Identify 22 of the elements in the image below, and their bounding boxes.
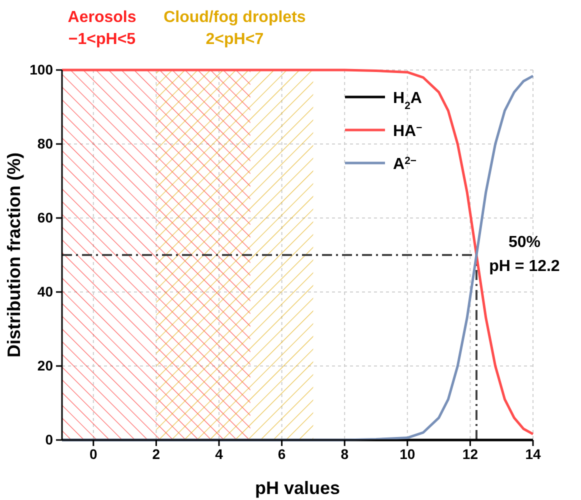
legend-label: A$^{2−}$ bbox=[393, 156, 416, 173]
y-tick-label: 0 bbox=[45, 431, 54, 448]
y-axis-title: Distribution fraction (%) bbox=[4, 152, 24, 358]
y-tick-label: 20 bbox=[37, 357, 54, 374]
x-axis-title: pH values bbox=[254, 478, 340, 498]
y-tick-label: 60 bbox=[37, 209, 54, 226]
x-tick-label: 10 bbox=[400, 446, 416, 462]
band-label: Aerosols −1<pH<5 bbox=[68, 9, 136, 48]
x-tick-label: 2 bbox=[152, 446, 160, 462]
y-tick-label: 80 bbox=[37, 135, 54, 152]
x-tick-label: 14 bbox=[525, 446, 541, 462]
y-tick-label: 100 bbox=[30, 61, 54, 78]
legend-label: HA$^{−}$ bbox=[393, 122, 422, 140]
x-tick-label: 4 bbox=[215, 446, 224, 462]
x-tick-label: 0 bbox=[90, 446, 98, 462]
band-label: Cloud/fog droplets 2<pH<7 bbox=[164, 9, 306, 48]
x-tick-label: 8 bbox=[340, 446, 349, 462]
x-tick-label: 6 bbox=[278, 446, 286, 462]
y-tick-label: 40 bbox=[37, 283, 54, 300]
legend-label: H$_{2}$A bbox=[393, 90, 422, 112]
x-tick-label: 12 bbox=[462, 446, 478, 462]
annotation: 50% pH = 12.2 bbox=[489, 234, 560, 275]
